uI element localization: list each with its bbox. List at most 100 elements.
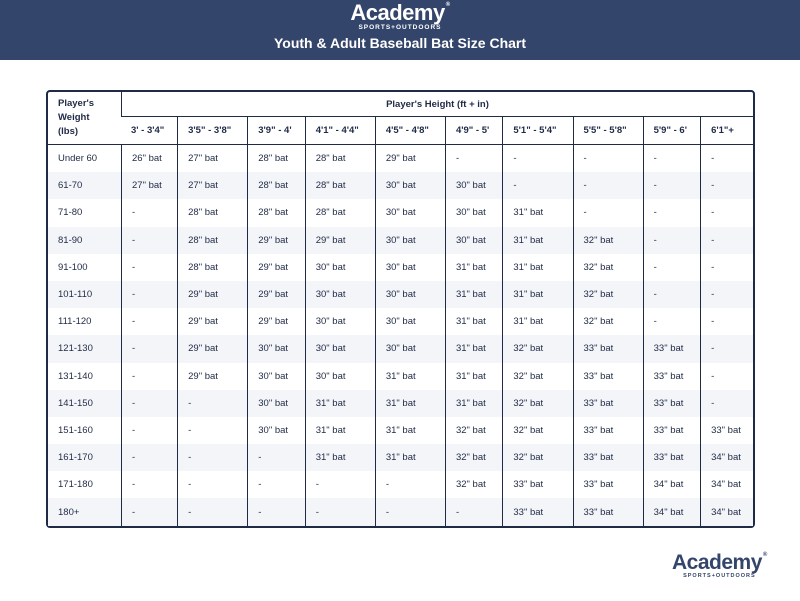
column-header: 3'9" - 4': [247, 117, 305, 145]
bat-size-cell: 28" bat: [247, 145, 304, 173]
bat-size-cell: -: [502, 172, 573, 200]
bat-size-cell: 31" bat: [502, 199, 572, 227]
column-header: 5'5" - 5'8": [572, 117, 643, 145]
column-header: 3' - 3'4": [121, 117, 178, 145]
bat-size-cell: 29" bat: [247, 308, 304, 336]
bat-size-cell: 29" bat: [247, 280, 305, 309]
bat-size-cell: 27" bat: [121, 172, 178, 200]
bat-size-cell: 32" bat: [572, 226, 643, 254]
bat-size-cell: -: [700, 280, 753, 309]
bat-size-cell: -: [700, 199, 753, 227]
bat-size-cell: -: [444, 498, 503, 526]
table-row: 161-170- - -31" bat 31" bat 32" bat 32" bat 33…: [48, 444, 753, 472]
bat-size-cell: -: [247, 498, 305, 526]
bat-size-cell: -: [700, 335, 753, 363]
bat-size-cell: 32" bat: [444, 416, 502, 445]
bat-size-cell: 33" bat: [502, 498, 573, 526]
bat-size-cell: 32" bat: [572, 308, 643, 336]
bat-size-cell: 32" bat: [444, 471, 502, 499]
column-header: 5'1" - 5'4": [502, 117, 573, 145]
bat-size-cell: 33" bat: [642, 444, 701, 472]
bat-size-cell: 32" bat: [502, 335, 573, 363]
bat-size-cell: -: [700, 226, 753, 254]
bat-size-cell: -: [177, 471, 247, 499]
weight-cell: 71-80: [58, 207, 83, 219]
logo-tagline: SPORTS+OUTDOORS: [358, 24, 442, 31]
bat-size-cell: 33" bat: [572, 498, 643, 526]
bat-size-cell: -: [700, 362, 753, 390]
bat-size-cell: -: [121, 335, 178, 363]
weight-cell: Under 60: [58, 153, 98, 165]
bat-size-cell: -: [642, 308, 700, 336]
bat-size-cell: 32" bat: [444, 444, 503, 472]
bat-size-cell: -: [700, 145, 753, 173]
logo-word: Academy: [350, 0, 445, 25]
footer-logo-tagline: SPORTS+OUTDOORS: [683, 573, 756, 579]
column-header: 3'5" - 3'8": [177, 117, 248, 145]
table-row: 180+ - - - - - -33" bat 33" bat 34" bat 34" bat: [48, 498, 753, 526]
weight-cell: 81-90: [48, 226, 121, 254]
bat-size-cell: 30" bat: [374, 253, 445, 281]
bat-size-cell: 29" bat: [177, 280, 248, 309]
bat-size-cell: 29" bat: [177, 362, 247, 390]
registered-mark: ®: [445, 2, 450, 8]
weight-cell: 171-180: [58, 479, 93, 491]
bat-size-cell: -: [121, 280, 178, 309]
bat-size-cell: 31" bat: [444, 389, 503, 417]
bat-size-cell: -: [700, 389, 753, 417]
table-row: 61-70 27" bat 27" bat 28" bat 28" bat 30" bat…: [48, 172, 753, 200]
table-row: 141-150- -30" bat 31" bat 31" bat 31" bat 32"…: [48, 389, 753, 417]
bat-size-cell: 30" bat: [304, 253, 375, 281]
bat-size-cell: 31" bat: [444, 280, 503, 309]
bat-size-cell: 33" bat: [642, 416, 700, 445]
bat-size-cell: 31" bat: [502, 253, 572, 281]
bat-size-cell: 31" bat: [502, 226, 573, 254]
bat-size-cell: 33" bat: [572, 416, 643, 445]
bat-size-cell: 33" bat: [572, 389, 643, 417]
bat-size-cell: -: [247, 471, 304, 499]
table-row: 171-180- - - - -32" bat 33" bat 33" bat 34" bat…: [48, 471, 753, 499]
bat-size-table: Player's Weight (lbs) Player's Height (f…: [46, 90, 755, 528]
height-header: Player's Height (ft + in): [121, 92, 753, 117]
bat-size-cell: -: [502, 145, 572, 173]
weight-cell: 161-170: [48, 444, 121, 472]
bat-size-cell: -: [374, 471, 445, 499]
bat-size-cell: -: [177, 389, 248, 417]
column-header: 4'1" - 4'4": [304, 117, 375, 145]
bat-size-cell: 31" bat: [444, 335, 503, 363]
weight-cell: 101-110: [48, 280, 121, 309]
bat-size-cell: -: [121, 471, 177, 499]
bat-size-cell: -: [121, 498, 178, 526]
bat-size-cell: 30" bat: [444, 172, 503, 200]
table-row: 81-90-28" bat 29" bat 29" bat 30" bat 30" ba…: [48, 226, 753, 254]
bat-size-cell: 26" bat: [121, 145, 177, 173]
column-header: 4'5" - 4'8": [374, 117, 445, 145]
bat-size-cell: 30" bat: [374, 308, 445, 336]
bat-size-cell: 31" bat: [304, 416, 375, 445]
bat-size-cell: 33" bat: [642, 362, 700, 390]
bat-size-cell: -: [572, 145, 643, 173]
bat-size-cell: 30" bat: [374, 199, 445, 227]
bat-size-cell: 29" bat: [304, 226, 375, 254]
weight-header: Player's Weight (lbs): [48, 92, 121, 145]
bat-size-cell: 33" bat: [642, 335, 701, 363]
bat-size-cell: -: [121, 226, 178, 254]
bat-size-cell: 31" bat: [374, 444, 445, 472]
column-header: 4'9" - 5': [444, 117, 503, 145]
table-row: 121-130-29" bat 30" bat 30" bat 30" bat 31" …: [48, 335, 753, 363]
bat-size-cell: 31" bat: [374, 389, 445, 417]
bat-size-cell: 31" bat: [304, 389, 375, 417]
bat-size-cell: 32" bat: [572, 280, 643, 309]
bat-size-cell: 30" bat: [444, 226, 503, 254]
bat-size-cell: -: [177, 444, 248, 472]
bat-size-cell: -: [700, 253, 753, 281]
bat-size-cell: 33" bat: [572, 471, 643, 499]
bat-size-cell: 33" bat: [502, 471, 572, 499]
bat-size-cell: 31" bat: [444, 362, 502, 390]
bat-size-cell: 30" bat: [304, 362, 375, 390]
weight-cell: 141-150: [48, 389, 121, 417]
bat-size-cell: 32" bat: [502, 389, 573, 417]
table-row: 131-140-29" bat 30" bat 30" bat 31" bat 31" …: [48, 362, 753, 390]
footer-logo-word: Academy: [672, 551, 762, 574]
weight-cell: 121-130: [48, 335, 121, 363]
